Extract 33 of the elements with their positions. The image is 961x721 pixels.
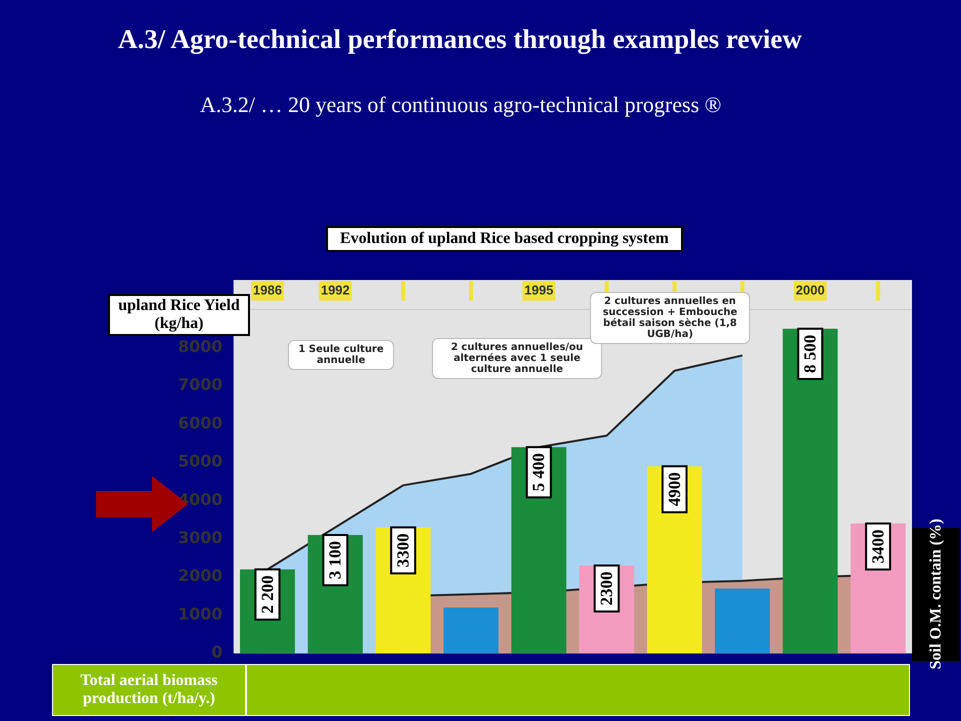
y-tick-label: 7000: [178, 375, 223, 394]
data-label: 3400: [868, 530, 888, 564]
x-tick-label: 1986: [252, 282, 282, 298]
y-tick-label: 0: [211, 642, 223, 662]
bar: [782, 328, 838, 654]
x-tick-label: 1992: [320, 282, 350, 298]
data-label: 2300: [597, 572, 616, 606]
data-label: 2 200: [258, 575, 277, 614]
y-axis-title: upland Rice Yield (kg/ha): [108, 294, 250, 336]
text: A.3.2/ … 20 years of continuous agro-technical progress ®: [200, 92, 722, 118]
bar: [647, 466, 702, 654]
x-tick-label: 2000: [796, 282, 825, 298]
bar: [714, 588, 770, 654]
data-label: 4900: [664, 472, 684, 506]
y-tick-label: 3000: [178, 528, 223, 547]
y-tick-label: 5000: [178, 452, 223, 471]
data-label: 3300: [394, 533, 413, 568]
data-label: 3 100: [326, 540, 345, 580]
data-label: 8 500: [800, 334, 820, 373]
y-tick-label: 2000: [178, 566, 223, 586]
callout-box: 2 cultures annuelles en succession + Embouche bétail saison sèche (1,8 UGB/ha): [590, 292, 750, 344]
chart-title: Evolution of upland Rice based cropping system: [326, 226, 683, 252]
callout-box: 2 cultures annuelles/ou alternées avec 1 seule culture annuelle: [432, 338, 602, 379]
data-label: 5 400: [529, 453, 548, 492]
text: A.3/ Agro-technical performances through examples review: [118, 24, 802, 55]
x-tick-label: 1995: [524, 282, 554, 298]
callout-box: 1 Seule culture annuelle: [288, 340, 394, 370]
y-tick-label: 6000: [178, 413, 223, 432]
bar: [444, 608, 498, 654]
text: Total aerial biomass production (t/ha/y.): [52, 664, 246, 716]
y2-axis-title: Soil O.M. contain (%): [928, 518, 944, 670]
y-tick-label: 1000: [178, 604, 223, 624]
y-tick-label: 8000: [178, 336, 223, 356]
